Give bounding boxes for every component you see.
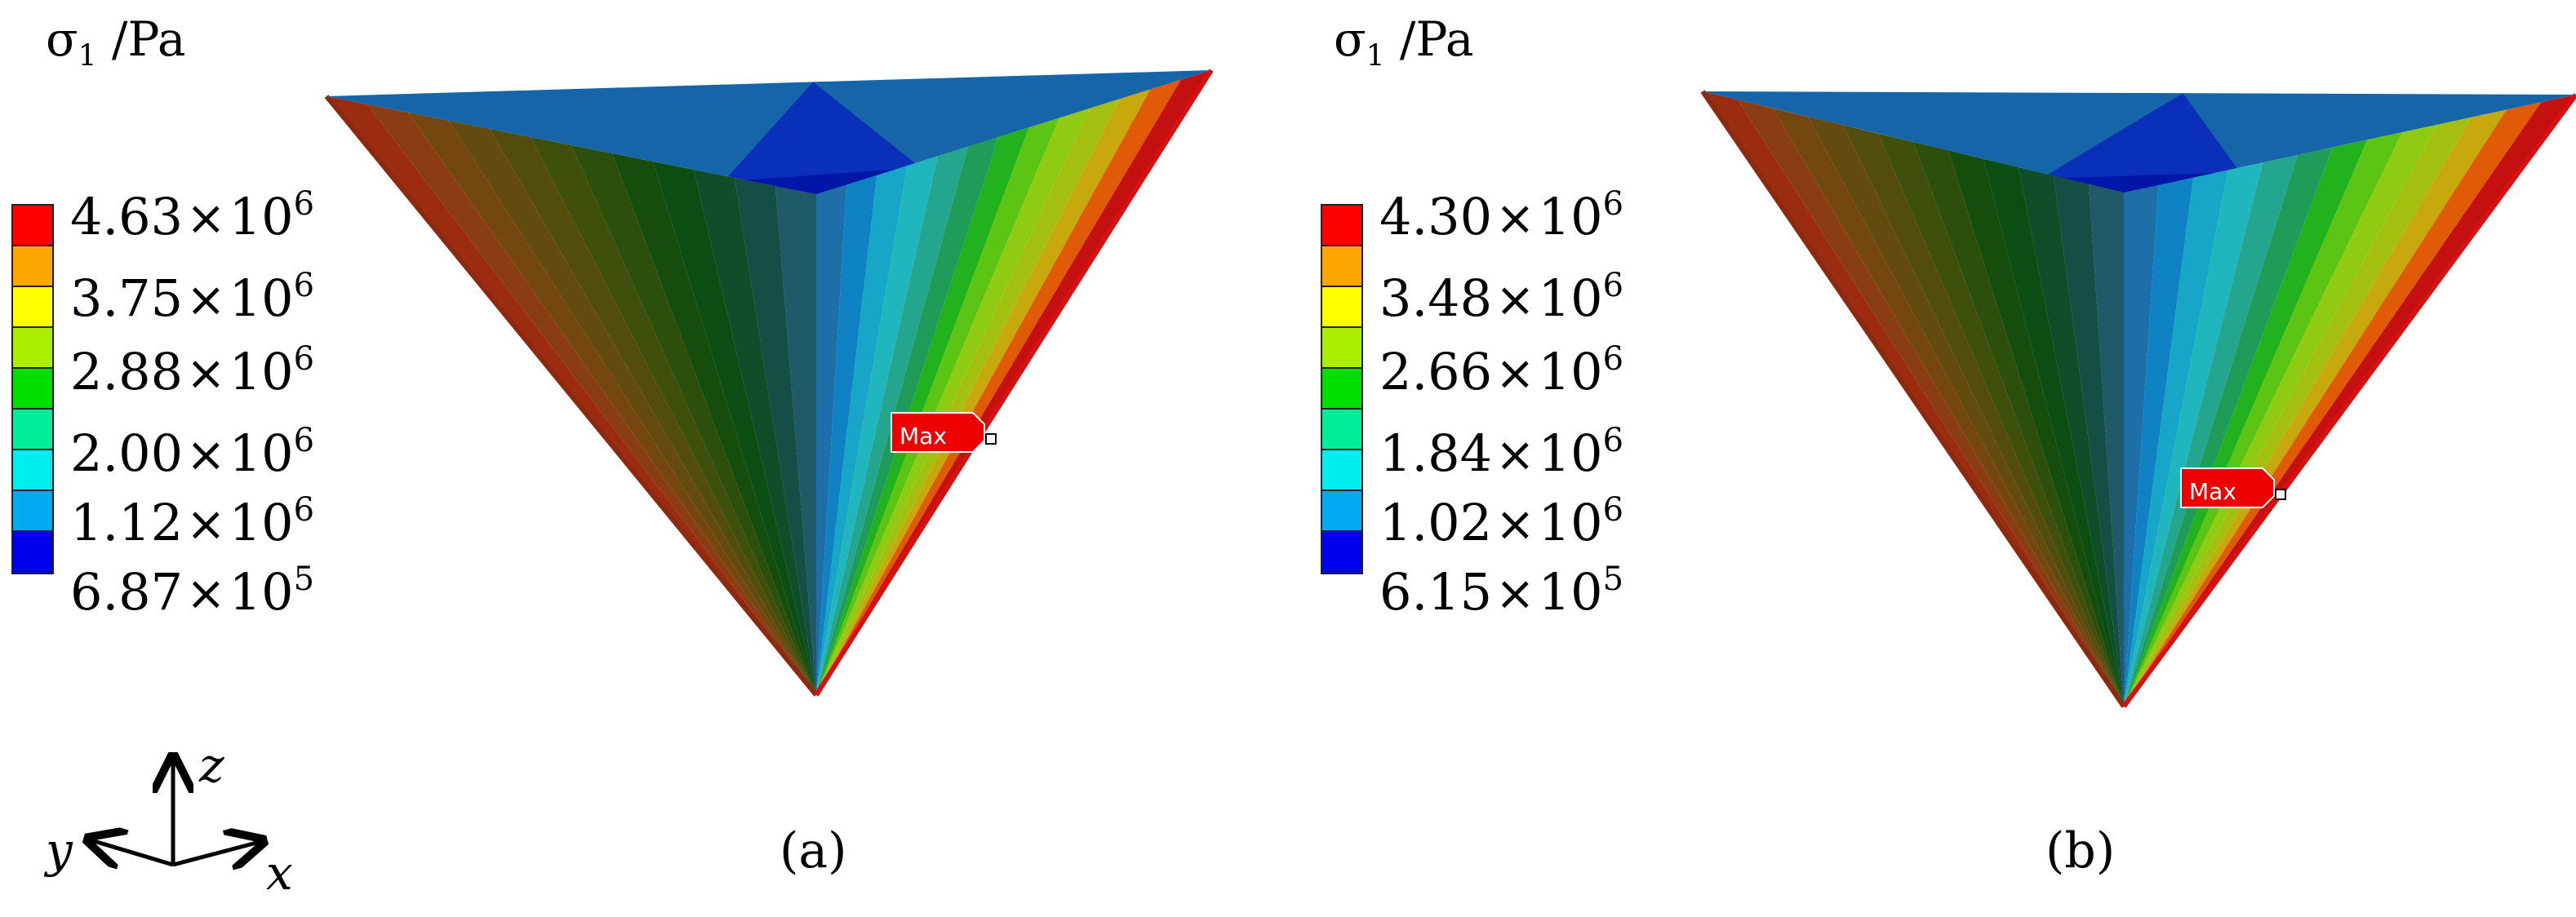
right-face-band [2124,184,2159,707]
legend-tick-label: 3.48×106 [1379,267,1624,328]
legend-tick-label: 4.63×106 [70,185,315,246]
top-face-zone [728,82,915,195]
right-face-band [816,165,908,695]
coordinate-axes [0,734,326,917]
legend-tick-label: 2.00×106 [70,422,315,483]
legend-swatch [1322,450,1361,491]
right-face-band [816,89,1151,695]
edge-highlight [1700,90,2126,708]
right-face-band [2124,140,2368,707]
x-axis-arrow [172,842,260,865]
max-marker-shape [2180,467,2275,508]
max-marker-node [985,433,997,445]
max-marker-label: Max [899,423,947,450]
legend-swatch [1322,206,1361,246]
legend-tick-label: 1.12×106 [70,491,315,552]
legend-title: σ1 /Pa [1334,11,1474,73]
x-axis-label: x [266,845,293,901]
legend-tick-label: 2.88×106 [70,340,315,401]
max-marker: Max [890,412,997,453]
y-axis-label: y [46,822,73,878]
edge-highlight [2121,93,2576,708]
legend-tick-label: 6.15×105 [1379,560,1624,622]
legend-swatch [13,491,52,532]
legend-swatch [13,532,52,573]
left-face-band [1983,158,2124,707]
right-face-band [2124,109,2507,707]
legend-title: σ1 /Pa [46,11,186,73]
legend-swatch [13,450,52,491]
right-face-band [816,108,1090,696]
legend-swatch [13,246,52,287]
caption-a: (a) [779,822,847,879]
legend-tick-label: 1.84×106 [1379,422,1624,483]
legend-swatch [1322,491,1361,532]
panel-b: Max σ1 /Pa 4.30×106 3.48×106 2.66×106 1.84×… [1288,0,2576,917]
max-marker: Max [2180,467,2286,508]
contour-plot-a: Max [324,69,1214,697]
legend-tick-label: 3.75×106 [70,267,315,328]
contour-plot-b: Max [1700,90,2576,708]
max-marker-shape [890,412,985,453]
max-marker-node [2275,489,2286,500]
right-face-band [2124,147,2333,707]
y-axis-arrow [91,840,174,865]
top-face-zone [2048,93,2237,193]
top-face-core [745,169,895,194]
legend-swatch [13,410,52,450]
top-face-core [2063,173,2214,193]
caption-b: (b) [2045,822,2116,879]
panel-a: Max σ1 /Pa 4.63×106 3.75×106 2.88×106 2.00×… [11,11,1214,879]
legend-swatch [13,369,52,410]
right-face-band [2124,170,2228,707]
legend-swatch [1322,532,1361,573]
legend-swatch [1322,328,1361,369]
right-face-band [816,79,1181,695]
legend-swatch [1322,287,1361,328]
color-legend [1321,204,1363,574]
z-axis-label: z [199,738,224,793]
legend-swatch [13,287,52,328]
legend-swatch [13,206,52,246]
legend-swatch [1322,410,1361,450]
legend-tick-label: 6.87×105 [70,560,315,622]
left-face-band [2089,184,2124,707]
legend-swatch [1322,246,1361,287]
legend-tick-label: 2.66×106 [1379,340,1624,401]
right-face-band [2124,124,2437,707]
legend-swatch [13,328,52,369]
right-face-band [816,156,938,695]
edge-highlight [814,69,1214,697]
color-legend [11,204,54,574]
edge-highlight [324,95,819,697]
legend-tick-label: 1.02×106 [1379,491,1624,552]
legend-swatch [1322,369,1361,410]
right-face-band [816,127,1029,695]
legend-tick-label: 4.30×106 [1379,185,1624,246]
max-marker-label: Max [2189,478,2236,505]
